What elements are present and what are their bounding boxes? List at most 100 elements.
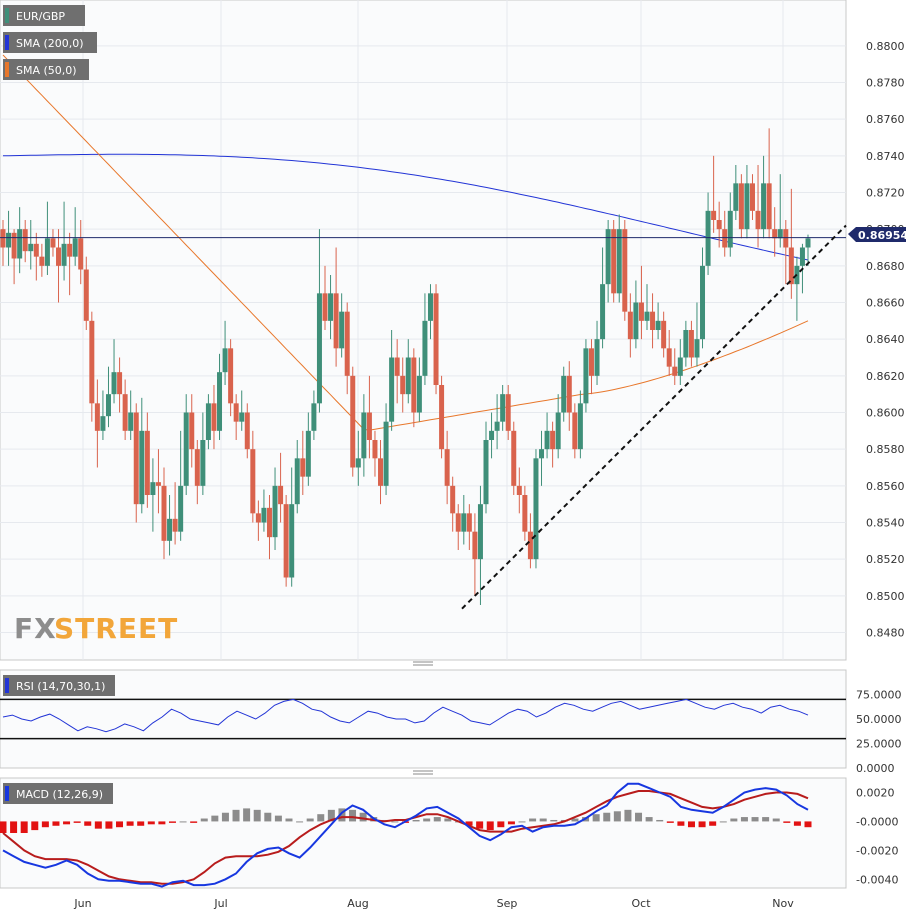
price-y-tick-label: 0.8620 — [866, 370, 905, 383]
macd-histogram-bar — [423, 818, 431, 822]
candle-body — [616, 229, 622, 294]
candle-body — [439, 385, 445, 450]
panel-resize-handle[interactable] — [413, 661, 433, 666]
candle-body — [11, 232, 17, 259]
rsi-group: 75.0000 50.0000 25.0000 0.0000 — [0, 689, 902, 775]
candle-body — [61, 243, 67, 266]
candle-body — [128, 412, 134, 431]
legend-sma200[interactable]: SMA (200,0) — [3, 32, 97, 53]
candle-body — [361, 412, 367, 459]
macd-histogram-bar — [486, 821, 494, 831]
candle-body — [655, 320, 661, 330]
macd-histogram-bar — [349, 809, 357, 822]
candle-body — [550, 430, 556, 450]
macd-histogram-bar — [73, 821, 81, 823]
candle-body — [155, 482, 161, 486]
candle-body — [28, 243, 34, 252]
candle-body — [600, 284, 606, 340]
candle-body — [738, 183, 744, 230]
candle-body — [217, 372, 223, 431]
legend-eurgbp[interactable]: EUR/GBP — [3, 5, 85, 26]
candle-body — [0, 229, 6, 248]
candle-body — [539, 449, 545, 459]
macd-histogram-bar — [783, 821, 791, 823]
macd-histogram-bar — [497, 821, 505, 828]
rsi-y-tick-label: 0.0000 — [856, 762, 895, 775]
candle-body — [6, 232, 12, 248]
x-axis: Jun Jul Aug Sep Oct Nov — [73, 897, 794, 910]
macd-histogram-bar — [94, 821, 102, 829]
price-y-tick-label: 0.8660 — [866, 297, 905, 310]
price-y-tick-label: 0.8680 — [866, 260, 905, 273]
x-tick-label: Jul — [213, 897, 227, 910]
price-y-tick-label: 0.8780 — [866, 77, 905, 90]
macd-histogram-bar — [221, 812, 229, 822]
macd-histogram-bar — [518, 821, 526, 823]
panel-resize-handle-2[interactable] — [413, 770, 433, 775]
candle-body — [205, 403, 211, 440]
current-price-label: 0.869540 — [848, 227, 916, 242]
candle-body — [33, 243, 39, 257]
candle-body — [561, 375, 567, 413]
candle-body — [650, 311, 656, 330]
macd-histogram-bar — [677, 821, 685, 826]
candle-body — [777, 229, 783, 239]
legend-macd[interactable]: MACD (12,26,9) — [3, 783, 113, 804]
candle-body — [477, 504, 483, 560]
macd-histogram-bar — [645, 817, 653, 822]
macd-histogram-bar — [63, 821, 71, 825]
candle-body — [661, 320, 667, 349]
macd-histogram-bar — [338, 808, 346, 822]
support-trendline — [461, 224, 847, 610]
candle-body — [72, 238, 78, 257]
candle-body — [788, 247, 794, 285]
candle-body — [311, 403, 317, 431]
legend-macd-label: MACD (12,26,9) — [16, 788, 103, 801]
candle-body — [139, 430, 145, 505]
candle-body — [405, 357, 411, 395]
candle-body — [688, 330, 694, 358]
legend-sma200-label: SMA (200,0) — [16, 37, 84, 50]
macd-histogram-bar — [168, 821, 176, 823]
macd-histogram-bar — [327, 809, 335, 822]
macd-histogram-bar — [635, 812, 643, 822]
candle-body — [117, 372, 123, 395]
candle-body — [783, 229, 789, 248]
macd-histogram-bar — [772, 818, 780, 822]
candle-body — [372, 440, 378, 459]
macd-histogram-bar — [709, 821, 717, 826]
candle-body — [100, 416, 106, 431]
macd-histogram-bar — [592, 814, 600, 822]
candle-body — [211, 403, 217, 431]
macd-histogram-bar — [200, 818, 208, 822]
macd-histogram-bar — [762, 817, 770, 822]
candle-body — [400, 375, 406, 395]
candle-body — [183, 412, 189, 486]
candle-body — [500, 394, 506, 422]
candle-body — [266, 507, 272, 538]
legend-sma50[interactable]: SMA (50,0) — [3, 59, 89, 80]
candle-body — [389, 357, 395, 422]
macd-histogram-bar — [476, 821, 484, 829]
macd-signal-line — [2, 790, 809, 885]
candle-body — [566, 375, 572, 413]
x-tick-label: Jun — [73, 897, 91, 910]
price-y-tick-label: 0.8640 — [866, 333, 905, 346]
candle-body — [22, 229, 28, 252]
watermark-street: STREET — [54, 612, 178, 645]
macd-histogram-bar — [317, 814, 325, 822]
candle-body — [378, 458, 384, 486]
candle-body — [294, 458, 300, 505]
candle-body — [67, 243, 73, 257]
candle-body — [483, 440, 489, 505]
rsi-y-tick-label: 50.0000 — [856, 713, 902, 726]
candle-body — [694, 339, 700, 358]
candle-body — [344, 311, 350, 376]
candle-body — [122, 394, 128, 431]
candle-body — [799, 247, 805, 266]
legend-rsi[interactable]: RSI (14,70,30,1) — [3, 675, 115, 696]
candle-body — [572, 412, 578, 450]
macd-line — [2, 782, 809, 888]
candle-body — [494, 421, 500, 431]
macd-histogram-bar — [687, 821, 695, 828]
